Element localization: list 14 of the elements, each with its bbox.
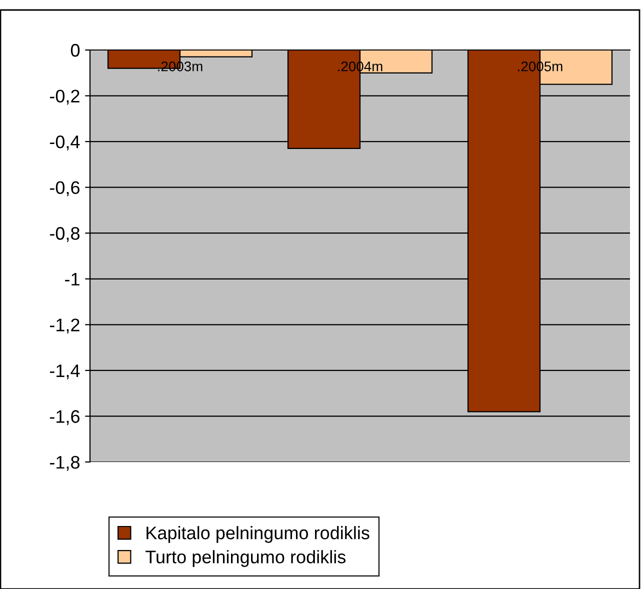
y-tick-label: -1,4 (50, 364, 80, 380)
y-tick-label: -1,2 (50, 318, 80, 334)
y-tick-label: -0,4 (50, 135, 80, 150)
x-tick-label: .2004m (338, 61, 382, 72)
y-tick-label: -1 (65, 273, 80, 286)
y-tick-label: -0,8 (50, 227, 80, 242)
legend-label: Turto pelningumo rodiklis (146, 550, 346, 567)
legend-label: Kapitalo pelningumo rodiklis (146, 526, 370, 543)
y-tick-label: -0,2 (50, 90, 80, 105)
y-tick-label: -1,6 (50, 410, 80, 426)
y-tick-label: -1,8 (50, 456, 80, 471)
y-tick-label: -0,6 (50, 181, 80, 196)
x-tick-label: .2005m (518, 61, 562, 72)
y-tick-label: 0 (70, 44, 80, 57)
